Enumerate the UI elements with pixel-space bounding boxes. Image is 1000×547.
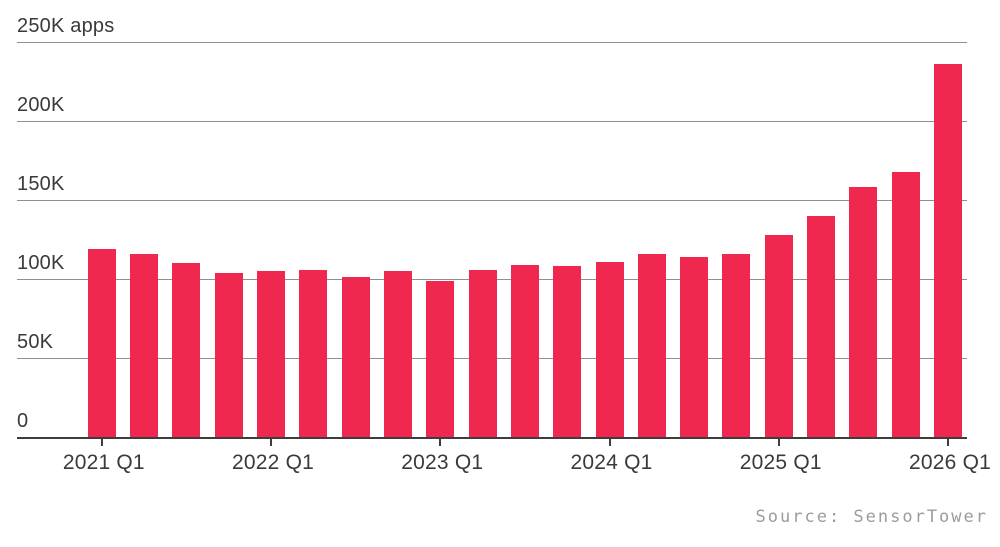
bar-2026-Q1 [934,64,962,437]
bar-2022-Q1 [257,271,286,437]
bar-2023-Q1 [426,280,455,437]
bar-2025-Q2 [807,215,836,437]
bar-2022-Q4 [383,271,412,437]
x-tick [777,438,780,446]
x-tick [100,438,103,446]
bar-2021-Q3 [172,263,201,437]
y-tick-label: 250K apps [17,15,115,37]
bar-2023-Q4 [553,266,582,437]
source-attribution: Source: SensorTower [755,507,988,527]
x-tick [608,438,611,446]
x-tick-label: 2023 Q1 [401,451,484,474]
y-tick-label: 0 [17,410,29,432]
x-tick [439,438,442,446]
gridline [17,121,967,122]
bar-2021-Q2 [130,253,159,437]
bar-2025-Q3 [849,187,878,437]
bar-2022-Q3 [341,277,370,437]
bar-2021-Q1 [87,248,116,437]
bar-2021-Q4 [214,272,243,437]
bar-2023-Q3 [510,264,539,437]
bar-2024-Q3 [680,256,709,437]
y-tick-label: 100K [17,252,65,274]
gridline [17,200,967,201]
bar-2024-Q2 [637,253,666,437]
bar-2025-Q4 [891,171,920,437]
x-tick [947,438,949,446]
x-tick [270,438,273,446]
bar-2025-Q1 [764,234,793,437]
y-tick-label: 150K [17,173,65,195]
bar-2022-Q2 [299,269,328,437]
x-tick-label: 2025 Q1 [739,451,822,474]
y-tick-label: 200K [17,94,65,116]
gridline [17,42,967,43]
x-tick-label: 2021 Q1 [62,451,145,474]
bar-2023-Q2 [468,269,497,437]
y-tick-label: 50K [17,331,54,353]
x-axis-baseline [17,437,967,439]
x-tick-label: 2022 Q1 [232,451,315,474]
x-tick-label: 2026 Q1 [909,451,991,474]
bar-2024-Q4 [722,253,751,437]
x-tick-label: 2024 Q1 [570,451,653,474]
bar-2024-Q1 [595,261,624,437]
